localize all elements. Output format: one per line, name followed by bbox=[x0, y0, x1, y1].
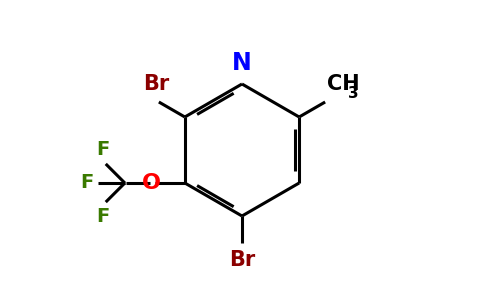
Text: F: F bbox=[96, 207, 109, 226]
Text: Br: Br bbox=[229, 250, 255, 271]
Text: Br: Br bbox=[143, 74, 169, 94]
Text: CH: CH bbox=[327, 74, 359, 94]
Text: F: F bbox=[80, 173, 93, 193]
Text: O: O bbox=[142, 173, 161, 193]
Text: N: N bbox=[232, 51, 252, 75]
Text: F: F bbox=[96, 140, 109, 159]
Text: 3: 3 bbox=[348, 85, 358, 100]
